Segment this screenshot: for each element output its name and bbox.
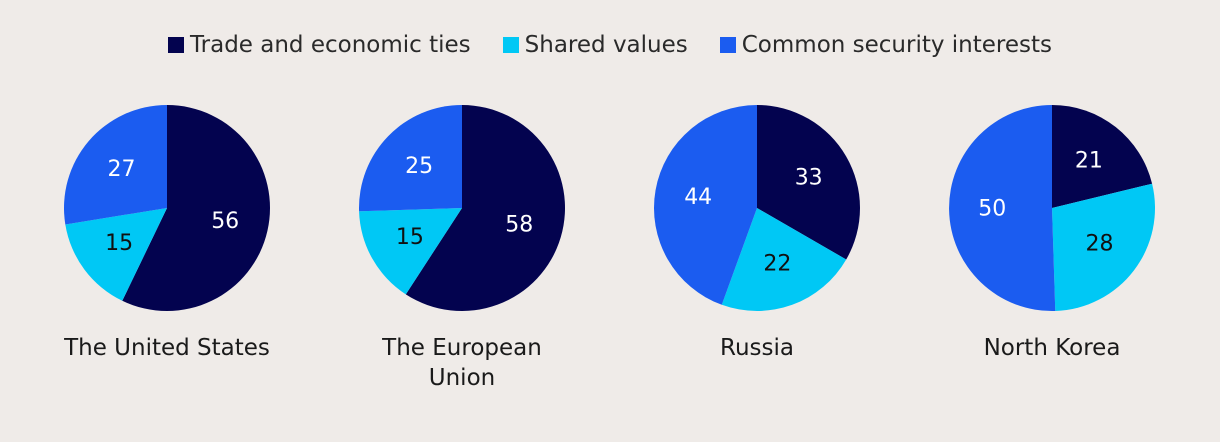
pie-russia: 33 22 44 xyxy=(653,104,860,312)
pie-label-russia: Russia xyxy=(720,335,794,361)
legend-item-trade: Trade and economic ties xyxy=(167,32,471,58)
pie-value-label-the-european-union-trade-and-economic-ties: 58 xyxy=(505,213,533,238)
legend-label-shared-values: Shared values xyxy=(524,32,688,58)
pie-value-label-russia-common-security-interests: 44 xyxy=(684,185,712,210)
pie-value-label-russia-shared-values: 22 xyxy=(763,252,791,277)
pie-slice-the-european-union-common-security-interests xyxy=(358,104,462,212)
pie-label-united-states: The United States xyxy=(64,335,270,361)
legend-item-shared-values: Shared values xyxy=(502,32,688,58)
legend-swatch-security xyxy=(719,37,736,53)
pie-value-label-the-european-union-common-security-interests: 25 xyxy=(405,154,433,179)
pie-slice-north-korea-common-security-interests xyxy=(949,105,1056,311)
pie-slice-the-european-union-trade-and-economic-ties xyxy=(405,105,566,311)
pie-value-label-north-korea-common-security-interests: 50 xyxy=(978,196,1006,221)
pie-the-european-union: 58 15 25 xyxy=(358,104,566,311)
pie-slice-the-european-union-shared-values xyxy=(359,208,462,295)
pie-slice-the-united-states-trade-and-economic-ties xyxy=(122,105,270,312)
legend-item-security: Common security interests xyxy=(719,32,1053,58)
pie-the-united-states: 56 15 27 xyxy=(63,105,270,312)
legend-swatch-trade xyxy=(167,37,184,53)
pie-north-korea: 21 28 50 xyxy=(949,104,1156,311)
pie-value-label-russia-trade-and-economic-ties: 33 xyxy=(795,166,823,191)
pie-value-label-the-united-states-shared-values: 15 xyxy=(105,231,133,256)
pie-slice-the-united-states-shared-values xyxy=(65,208,167,301)
legend-label-trade: Trade and economic ties xyxy=(189,32,471,58)
pie-value-label-the-united-states-common-security-interests: 27 xyxy=(108,157,136,182)
pie-label-north-korea: North Korea xyxy=(983,335,1121,361)
pie-slice-russia-trade-and-economic-ties xyxy=(757,105,860,260)
pie-slice-russia-common-security-interests xyxy=(653,104,757,305)
pie-slice-the-united-states-common-security-interests xyxy=(63,105,167,225)
legend-label-security: Common security interests xyxy=(741,32,1053,58)
pie-value-label-north-korea-trade-and-economic-ties: 21 xyxy=(1075,149,1103,174)
pie-slice-north-korea-trade-and-economic-ties xyxy=(1052,104,1153,208)
pie-value-label-north-korea-shared-values: 28 xyxy=(1086,232,1114,257)
legend-swatch-shared-values xyxy=(502,37,519,53)
pie-value-label-the-united-states-trade-and-economic-ties: 56 xyxy=(211,209,239,234)
pie-label-european-union: The European Union xyxy=(382,335,542,391)
pie-slice-north-korea-shared-values xyxy=(1052,183,1156,311)
legend: Trade and economic ties Shared values Co… xyxy=(0,32,1220,58)
pie-slice-russia-shared-values xyxy=(721,208,847,312)
pie-value-label-the-european-union-shared-values: 15 xyxy=(396,225,424,250)
